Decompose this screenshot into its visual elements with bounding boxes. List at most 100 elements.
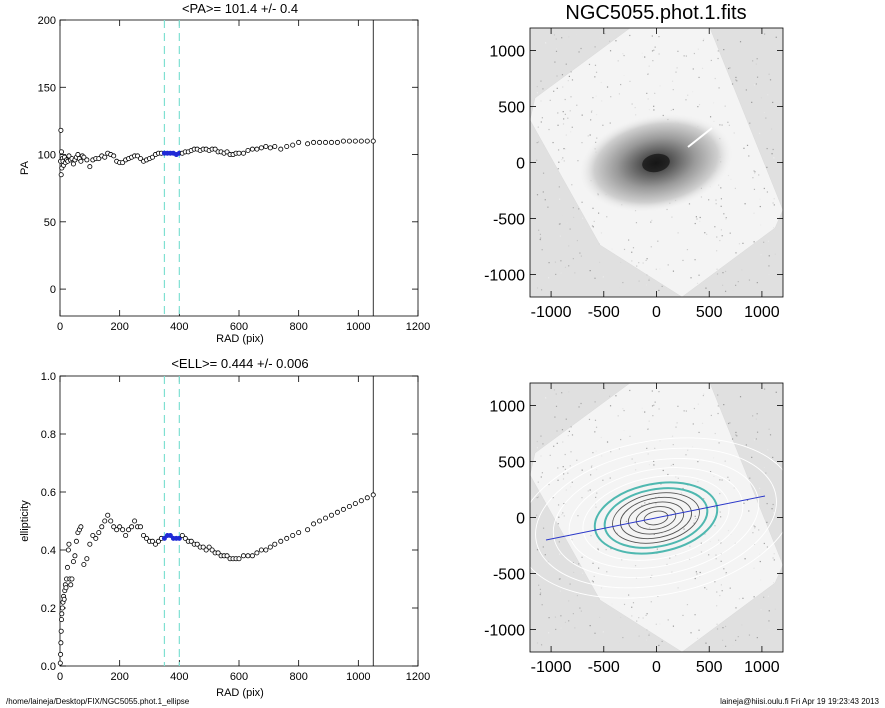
noise-pixel xyxy=(571,79,574,81)
noise-pixel xyxy=(581,556,583,558)
noise-pixel xyxy=(672,270,675,272)
noise-pixel xyxy=(749,122,751,124)
noise-pixel xyxy=(606,441,609,443)
noise-pixel xyxy=(662,469,664,472)
noise-pixel xyxy=(601,455,603,457)
noise-pixel xyxy=(691,91,694,93)
noise-pixel xyxy=(651,405,654,407)
noise-pixel xyxy=(567,80,569,82)
noise-pixel xyxy=(642,617,644,619)
noise-pixel xyxy=(596,542,598,544)
noise-pixel xyxy=(606,86,609,88)
noise-pixel xyxy=(648,65,650,67)
noise-pixel xyxy=(715,558,717,560)
noise-pixel xyxy=(653,404,655,406)
pa-data-point xyxy=(272,143,278,149)
noise-pixel xyxy=(538,539,540,541)
noise-pixel xyxy=(694,614,696,616)
noise-pixel xyxy=(706,588,708,590)
isophote-image-y-ticks: -1000 -500 0 500 1000 xyxy=(484,398,783,640)
noise-pixel xyxy=(756,58,758,60)
noise-pixel xyxy=(698,76,700,79)
pa-y-tick-label: 200 xyxy=(38,15,56,27)
noise-pixel xyxy=(720,584,723,586)
noise-pixel xyxy=(540,435,542,437)
noise-pixel xyxy=(646,284,648,286)
noise-pixel xyxy=(569,583,571,585)
noise-pixel xyxy=(623,54,625,57)
noise-pixel xyxy=(648,278,650,280)
noise-pixel xyxy=(773,198,775,200)
ellipticity-data-point xyxy=(59,605,65,611)
noise-pixel xyxy=(763,466,766,469)
noise-pixel xyxy=(595,469,598,471)
noise-pixel xyxy=(567,117,569,119)
noise-pixel xyxy=(592,97,594,99)
noise-pixel xyxy=(570,71,572,73)
noise-pixel xyxy=(700,542,702,544)
noise-pixel xyxy=(775,36,777,38)
noise-pixel xyxy=(594,64,597,66)
noise-pixel xyxy=(594,401,596,403)
noise-pixel xyxy=(720,229,723,231)
pa-plot: <PA>= 101.4 +/- 0.4 0 200 400 600 800 1000 120… xyxy=(19,1,430,345)
galaxy-image-x-tick-label: 0 xyxy=(652,304,661,321)
noise-pixel xyxy=(542,443,544,445)
ellipticity-y-tick-label: 0.2 xyxy=(41,603,56,615)
noise-pixel xyxy=(590,111,593,113)
noise-pixel xyxy=(537,141,540,143)
pa-data-point xyxy=(58,149,64,155)
galaxy-image-content xyxy=(530,28,783,297)
noise-pixel xyxy=(716,623,718,625)
noise-pixel xyxy=(701,67,704,69)
noise-pixel xyxy=(591,109,593,112)
ellipticity-data-point xyxy=(78,524,84,530)
ellipticity-data-point xyxy=(99,524,105,530)
noise-pixel xyxy=(597,549,599,551)
noise-pixel xyxy=(631,103,633,105)
noise-pixel xyxy=(718,539,720,541)
ellipticity-data-point xyxy=(58,640,64,646)
noise-pixel xyxy=(682,487,684,490)
ellipticity-data-point xyxy=(59,611,65,617)
pa-x-tick-label: 1200 xyxy=(406,321,430,333)
noise-pixel xyxy=(557,112,559,114)
ellipticity-data-point xyxy=(249,553,255,559)
noise-pixel xyxy=(720,542,722,544)
noise-pixel xyxy=(555,48,558,50)
pa-data-point xyxy=(111,153,117,159)
noise-pixel xyxy=(767,240,770,242)
noise-pixel xyxy=(724,625,727,628)
ellipticity-data-point xyxy=(206,544,212,550)
noise-pixel xyxy=(646,629,648,631)
ellipticity-data-point xyxy=(236,556,242,562)
pa-y-tick-label: 50 xyxy=(44,217,56,229)
noise-pixel xyxy=(720,205,722,207)
ellipticity-data-point xyxy=(69,576,75,582)
noise-pixel xyxy=(743,147,745,149)
pa-data-point xyxy=(70,161,76,167)
noise-pixel xyxy=(592,581,595,583)
noise-pixel xyxy=(721,479,723,481)
noise-pixel xyxy=(760,224,762,226)
isophote-contour xyxy=(530,437,783,599)
noise-pixel xyxy=(540,455,542,457)
noise-pixel xyxy=(763,241,765,243)
noise-pixel xyxy=(622,281,624,284)
noise-pixel xyxy=(648,634,650,636)
noise-pixel xyxy=(594,277,596,279)
noise-pixel xyxy=(745,89,747,91)
noise-pixel xyxy=(705,642,707,644)
noise-pixel xyxy=(741,624,743,626)
ellipticity-data-point xyxy=(328,512,334,518)
noise-pixel xyxy=(714,432,716,435)
noise-pixel xyxy=(704,533,706,535)
noise-pixel xyxy=(760,452,762,454)
noise-pixel xyxy=(672,444,674,446)
noise-pixel xyxy=(753,170,755,172)
pa-data-point xyxy=(249,146,255,152)
noise-pixel xyxy=(751,456,753,458)
pa-data-point xyxy=(340,138,346,144)
noise-pixel xyxy=(648,279,650,281)
noise-pixel xyxy=(741,269,743,271)
